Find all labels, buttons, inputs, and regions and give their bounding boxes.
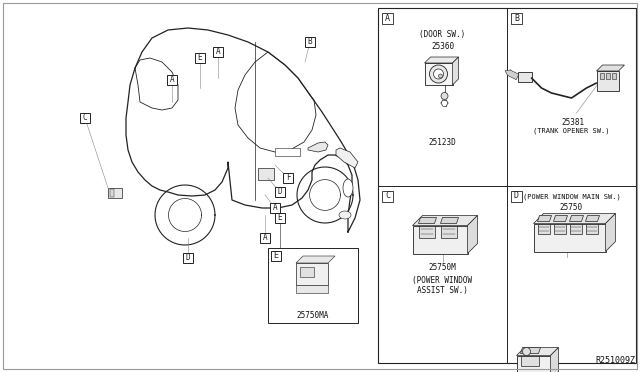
Text: A: A (216, 48, 220, 57)
Bar (378, 8, 636, 363)
Polygon shape (538, 215, 552, 221)
Polygon shape (554, 215, 568, 221)
Polygon shape (296, 256, 335, 263)
Bar (419, 225, 435, 237)
Bar (275, 213, 285, 223)
Polygon shape (516, 347, 559, 356)
Polygon shape (336, 148, 358, 168)
Circle shape (429, 65, 447, 83)
Text: C: C (385, 192, 390, 201)
Text: E: E (273, 251, 278, 260)
Text: B: B (308, 38, 312, 46)
Polygon shape (605, 214, 616, 251)
Text: (DOOR SW.): (DOOR SW.) (419, 30, 466, 39)
Text: A: A (385, 14, 390, 23)
Bar (520, 356, 538, 366)
Text: 25750: 25750 (560, 203, 583, 212)
Bar (268, 248, 358, 323)
Bar (195, 53, 205, 63)
Bar (596, 71, 618, 91)
Polygon shape (452, 57, 458, 85)
Text: D: D (278, 187, 282, 196)
Polygon shape (413, 215, 477, 225)
Text: (POWER WINDOW: (POWER WINDOW (412, 276, 472, 285)
Bar (605, 73, 609, 79)
Ellipse shape (343, 179, 353, 197)
Bar (258, 168, 274, 180)
Bar (110, 189, 114, 197)
Text: E: E (198, 54, 202, 62)
Text: (TRANK OPENER SW.): (TRANK OPENER SW.) (533, 128, 610, 135)
Bar (296, 263, 328, 285)
Bar (586, 224, 598, 234)
Bar (534, 224, 605, 251)
Text: R251009Z: R251009Z (595, 356, 635, 365)
Bar (413, 225, 467, 253)
Text: 25360: 25360 (431, 42, 454, 51)
Polygon shape (419, 218, 436, 224)
Bar (516, 356, 550, 372)
Bar (440, 225, 456, 237)
Text: 25750MA: 25750MA (297, 311, 329, 320)
Bar (570, 224, 582, 234)
Bar (275, 187, 285, 197)
Bar (260, 233, 270, 243)
Bar (511, 13, 522, 24)
Bar (382, 13, 393, 24)
Polygon shape (570, 215, 584, 221)
Polygon shape (424, 57, 458, 63)
Bar (271, 251, 281, 261)
Text: 25123D: 25123D (429, 138, 456, 147)
Bar (554, 224, 566, 234)
Circle shape (438, 74, 442, 78)
Polygon shape (467, 215, 477, 253)
Bar (296, 285, 328, 293)
Text: (POWER WINDOW MAIN SW.): (POWER WINDOW MAIN SW.) (523, 193, 620, 200)
Circle shape (522, 347, 531, 356)
Text: A: A (170, 76, 174, 84)
Bar (600, 73, 604, 79)
Bar (270, 203, 280, 213)
Text: 25381: 25381 (562, 118, 585, 127)
Bar (305, 37, 315, 47)
Text: E: E (278, 214, 282, 222)
Polygon shape (596, 65, 625, 71)
Bar (213, 47, 223, 57)
Bar (275, 148, 300, 156)
Bar (183, 253, 193, 263)
Text: ASSIST SW.): ASSIST SW.) (417, 285, 468, 295)
Text: A: A (273, 203, 277, 212)
Circle shape (433, 69, 444, 79)
Ellipse shape (339, 211, 351, 219)
Bar (511, 190, 522, 202)
Polygon shape (520, 347, 541, 353)
Bar (108, 188, 122, 198)
Text: D: D (514, 192, 519, 201)
Text: 25750M: 25750M (429, 263, 456, 273)
Bar (283, 173, 293, 183)
Polygon shape (308, 142, 328, 152)
Text: B: B (514, 14, 519, 23)
Text: F: F (285, 173, 291, 183)
Text: C: C (83, 113, 87, 122)
Text: A: A (262, 234, 268, 243)
Polygon shape (440, 218, 458, 224)
Bar (518, 72, 531, 82)
Circle shape (441, 93, 448, 99)
Bar (382, 190, 393, 202)
Bar (300, 267, 314, 277)
Polygon shape (534, 214, 616, 224)
Bar (80, 113, 90, 123)
Bar (538, 224, 550, 234)
Bar (424, 63, 452, 85)
Bar (167, 75, 177, 85)
FancyArrow shape (505, 70, 519, 80)
Text: D: D (186, 253, 190, 263)
Polygon shape (550, 347, 559, 372)
Bar (611, 73, 616, 79)
Polygon shape (586, 215, 600, 221)
